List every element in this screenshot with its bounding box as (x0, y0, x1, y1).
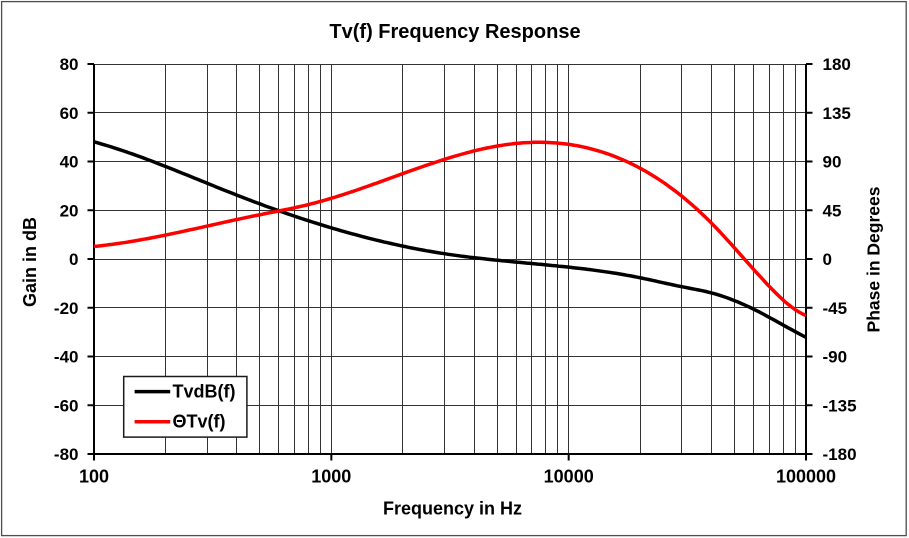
svg-text:135: 135 (823, 104, 851, 123)
svg-text:-90: -90 (823, 348, 848, 367)
svg-text:-135: -135 (823, 396, 857, 415)
svg-text:180: 180 (823, 55, 851, 74)
svg-text:0: 0 (69, 250, 78, 269)
svg-text:10000: 10000 (544, 466, 594, 486)
svg-text:Phase in Degrees: Phase in Degrees (864, 186, 884, 332)
svg-text:-80: -80 (54, 445, 79, 464)
svg-text:90: 90 (823, 153, 842, 172)
svg-text:20: 20 (60, 201, 79, 220)
svg-text:Frequency in Hz: Frequency in Hz (383, 499, 522, 519)
svg-text:-45: -45 (823, 299, 848, 318)
svg-text:60: 60 (60, 104, 79, 123)
svg-text:-180: -180 (823, 445, 857, 464)
svg-text:100000: 100000 (776, 466, 836, 486)
svg-text:ΘTv(f): ΘTv(f) (173, 411, 226, 431)
svg-text:80: 80 (60, 55, 79, 74)
svg-text:Gain in dB: Gain in dB (20, 217, 40, 307)
svg-text:Tv(f) Frequency Response: Tv(f) Frequency Response (329, 21, 580, 43)
svg-text:0: 0 (823, 250, 832, 269)
svg-text:100: 100 (79, 466, 109, 486)
svg-text:-60: -60 (54, 396, 79, 415)
svg-text:45: 45 (823, 201, 842, 220)
svg-text:-40: -40 (54, 348, 79, 367)
svg-text:40: 40 (60, 153, 79, 172)
svg-text:TvdB(f): TvdB(f) (173, 381, 236, 401)
svg-text:-20: -20 (54, 299, 79, 318)
svg-text:1000: 1000 (311, 466, 351, 486)
